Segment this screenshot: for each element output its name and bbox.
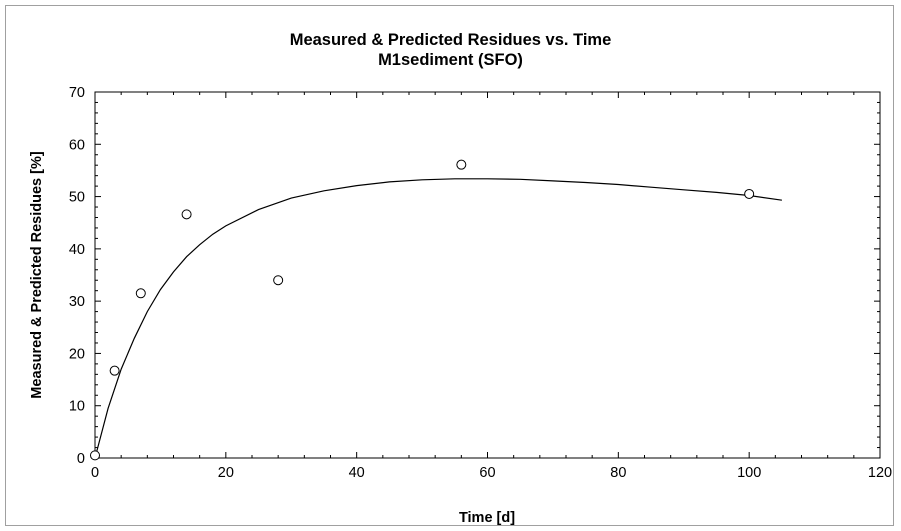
x-tick-label: 40 <box>349 465 365 481</box>
data-point <box>273 275 284 286</box>
y-tick-labels: 0 10 20 30 40 50 60 70 <box>69 85 85 467</box>
x-tick-label: 120 <box>868 465 892 481</box>
measured-points <box>90 159 755 461</box>
x-tick-label: 60 <box>479 465 495 481</box>
x-tick-labels: 0 20 40 60 80 100 120 <box>91 465 892 481</box>
x-tick-label: 0 <box>91 465 99 481</box>
x-tick-label: 20 <box>218 465 234 481</box>
y-tick-label: 40 <box>69 242 85 258</box>
x-tick-label: 100 <box>737 465 761 481</box>
data-point <box>181 209 192 220</box>
chart-title: Measured & Predicted Residues vs. Time <box>289 31 612 49</box>
fitted-curve <box>94 178 782 459</box>
data-point <box>744 188 755 199</box>
y-axis-label: Measured & Predicted Residues [%] <box>29 151 45 399</box>
y-tick-label: 20 <box>69 346 85 362</box>
y-tick-label: 50 <box>69 190 85 206</box>
y-tick-label: 60 <box>69 137 85 153</box>
y-tick-label: 10 <box>69 399 85 415</box>
data-point <box>456 159 467 170</box>
chart-subtitle: M1sediment (SFO) <box>378 51 523 69</box>
y-tick-label: 0 <box>77 451 85 467</box>
data-point <box>90 450 100 461</box>
y-tick-label: 70 <box>69 85 85 101</box>
data-point <box>135 288 146 299</box>
x-tick-label: 80 <box>610 465 626 481</box>
axis-ticks <box>94 91 881 459</box>
data-point <box>109 365 120 376</box>
y-tick-label: 30 <box>69 294 85 310</box>
plot-area <box>94 91 881 459</box>
x-axis-label: Time [d] <box>459 510 515 526</box>
